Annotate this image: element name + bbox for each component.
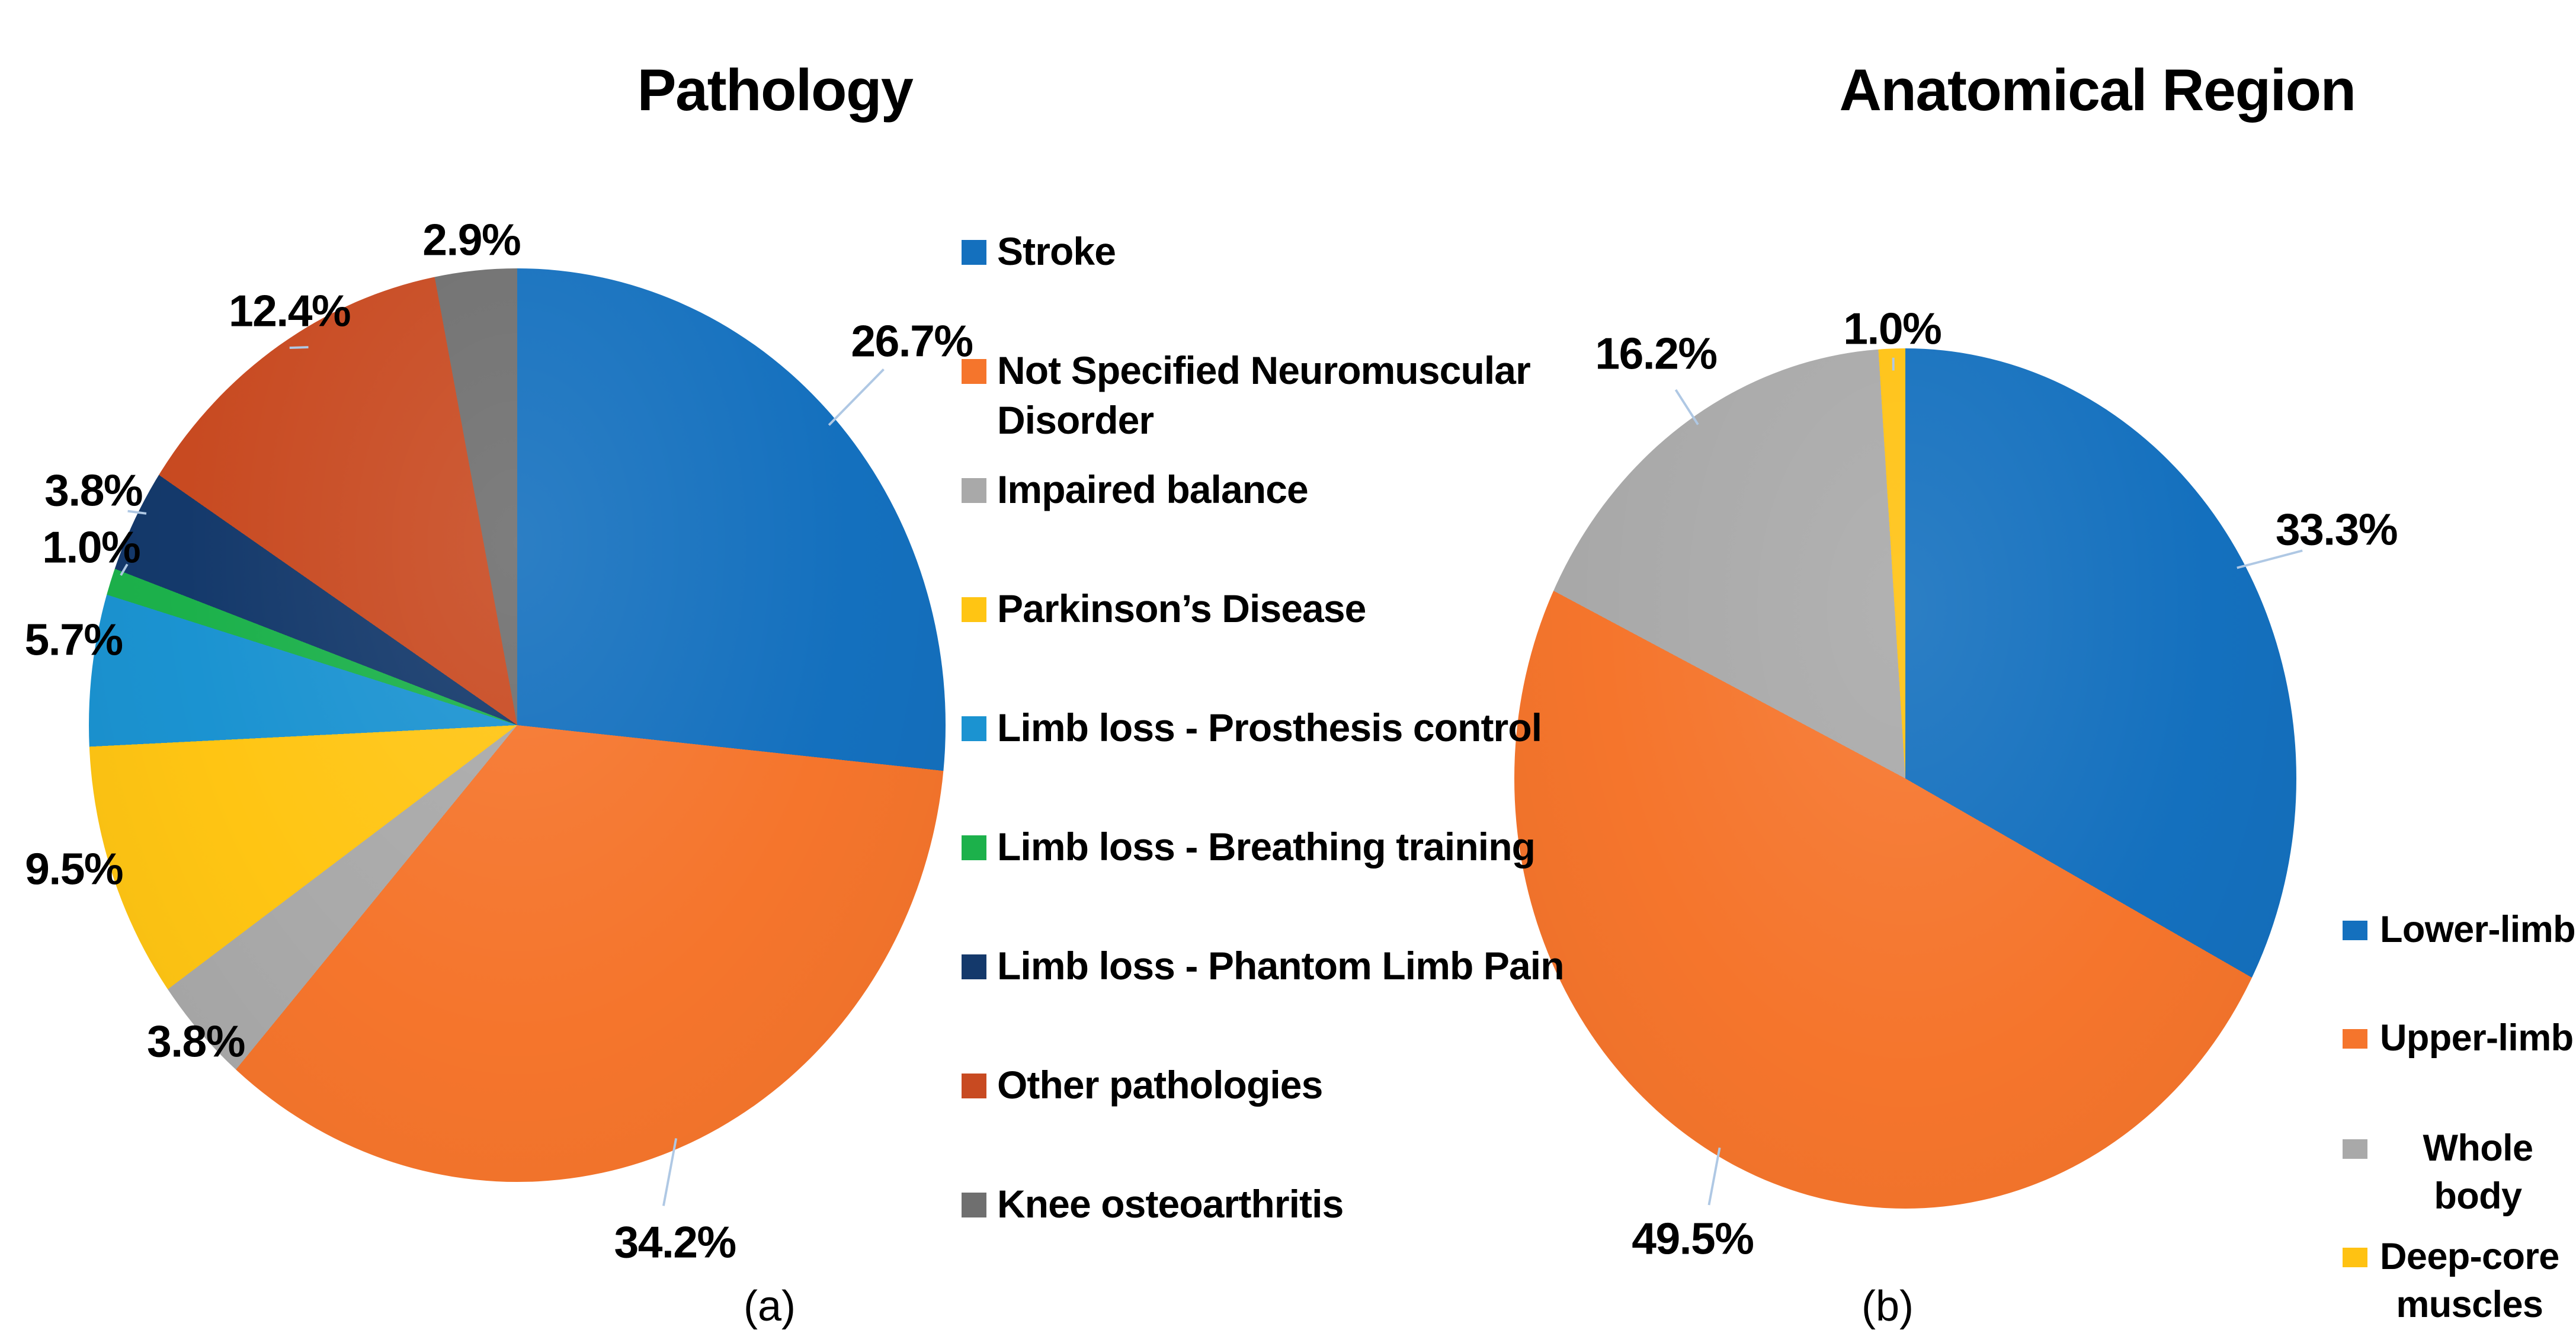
legend-item-knee-osteoarthritis: Knee osteoarthritis <box>962 1180 1343 1230</box>
legend-item-deep-core-muscles: Deep-core muscles <box>2343 1233 2559 1329</box>
knee-osteoarthritis-value-label: 2.9% <box>422 215 520 267</box>
caption-a: (a) <box>744 1283 796 1333</box>
legend-label-other-pathologies: Other pathologies <box>997 1061 1322 1111</box>
legend-label-parkinson-s-disease: Parkinson’s Disease <box>997 585 1366 635</box>
upper-limb-value-label: 49.5% <box>1632 1215 1753 1266</box>
lower-limb-value-label: 33.3% <box>2276 505 2397 557</box>
legend-label-upper-limb: Upper-limb <box>2380 1015 2574 1063</box>
legend-label-impaired-balance: Impaired balance <box>997 466 1308 515</box>
anatomical-region-pie-chart <box>1514 349 2296 1209</box>
legend-item-limb-loss-breathing-training: Limb loss - Breathing training <box>962 823 1535 873</box>
legend-item-other-pathologies: Other pathologies <box>962 1061 1322 1111</box>
legend-swatch-stroke <box>962 240 986 265</box>
legend-item-upper-limb: Upper-limb <box>2343 1015 2574 1063</box>
legend-item-limb-loss-phantom-limb-pain: Limb loss - Phantom Limb Pain <box>962 942 1564 992</box>
limb-loss-phantom-limb-pain-value-label: 3.8% <box>44 467 142 518</box>
legend-label-deep-core-muscles: Deep-core muscles <box>2380 1233 2559 1329</box>
legend-swatch-limb-loss-prosthesis-control <box>962 716 986 741</box>
limb-loss-breathing-training-value-label: 1.0% <box>42 524 140 575</box>
legend-swatch-parkinson-s-disease <box>962 597 986 622</box>
legend-swatch-limb-loss-breathing-training <box>962 835 986 860</box>
legend-label-stroke: Stroke <box>997 227 1116 277</box>
impaired-balance-value-label: 3.8% <box>147 1017 245 1069</box>
not-specified-neuromuscular-disorder-value-label: 34.2% <box>614 1217 736 1269</box>
legend-swatch-impaired-balance <box>962 478 986 503</box>
legend-swatch-other-pathologies <box>962 1074 986 1098</box>
parkinson-s-disease-value-label: 9.5% <box>25 845 123 897</box>
legend-label-not-specified-neuromuscular-disorder: Not Specified Neuromuscular Disorder <box>997 347 1530 446</box>
legend-label-lower-limb: Lower-limb <box>2380 906 2575 954</box>
legend-item-limb-loss-prosthesis-control: Limb loss - Prosthesis control <box>962 704 1542 754</box>
stroke-value-label: 26.7% <box>851 316 972 368</box>
legend-swatch-deep-core-muscles <box>2343 1248 2367 1267</box>
legend-item-parkinson-s-disease: Parkinson’s Disease <box>962 585 1366 635</box>
legend-swatch-limb-loss-phantom-limb-pain <box>962 954 986 979</box>
legend-swatch-knee-osteoarthritis <box>962 1193 986 1217</box>
whole-body-value-label: 16.2% <box>1595 331 1716 382</box>
legend-label-knee-osteoarthritis: Knee osteoarthritis <box>997 1180 1343 1230</box>
legend-swatch-not-specified-neuromuscular-disorder <box>962 359 986 384</box>
legend-label-limb-loss-prosthesis-control: Limb loss - Prosthesis control <box>997 704 1542 754</box>
legend-item-whole-body: Whole body <box>2343 1124 2576 1220</box>
legend-item-impaired-balance: Impaired balance <box>962 466 1308 515</box>
caption-b: (b) <box>1861 1283 1914 1333</box>
legend-label-limb-loss-breathing-training: Limb loss - Breathing training <box>997 823 1535 873</box>
deep-core-muscles-value-label: 1.0% <box>1843 306 1941 357</box>
stroke-leader-line <box>829 369 883 425</box>
legend-swatch-lower-limb <box>2343 920 2367 940</box>
legend-swatch-whole-body <box>2343 1139 2367 1158</box>
legend-label-limb-loss-phantom-limb-pain: Limb loss - Phantom Limb Pain <box>997 942 1564 992</box>
legend-swatch-upper-limb <box>2343 1029 2367 1049</box>
limb-loss-prosthesis-control-value-label: 5.7% <box>25 615 123 666</box>
legend-item-not-specified-neuromuscular-disorder: Not Specified Neuromuscular Disorder <box>962 347 1530 446</box>
legend-item-lower-limb: Lower-limb <box>2343 906 2575 954</box>
other-pathologies-value-label: 12.4% <box>229 287 350 339</box>
legend-item-stroke: Stroke <box>962 227 1116 277</box>
legend-label-whole-body: Whole body <box>2380 1124 2576 1220</box>
anatomical-region-chart-title: Anatomical Region <box>1839 57 2355 125</box>
pathology-chart-title: Pathology <box>637 57 912 125</box>
